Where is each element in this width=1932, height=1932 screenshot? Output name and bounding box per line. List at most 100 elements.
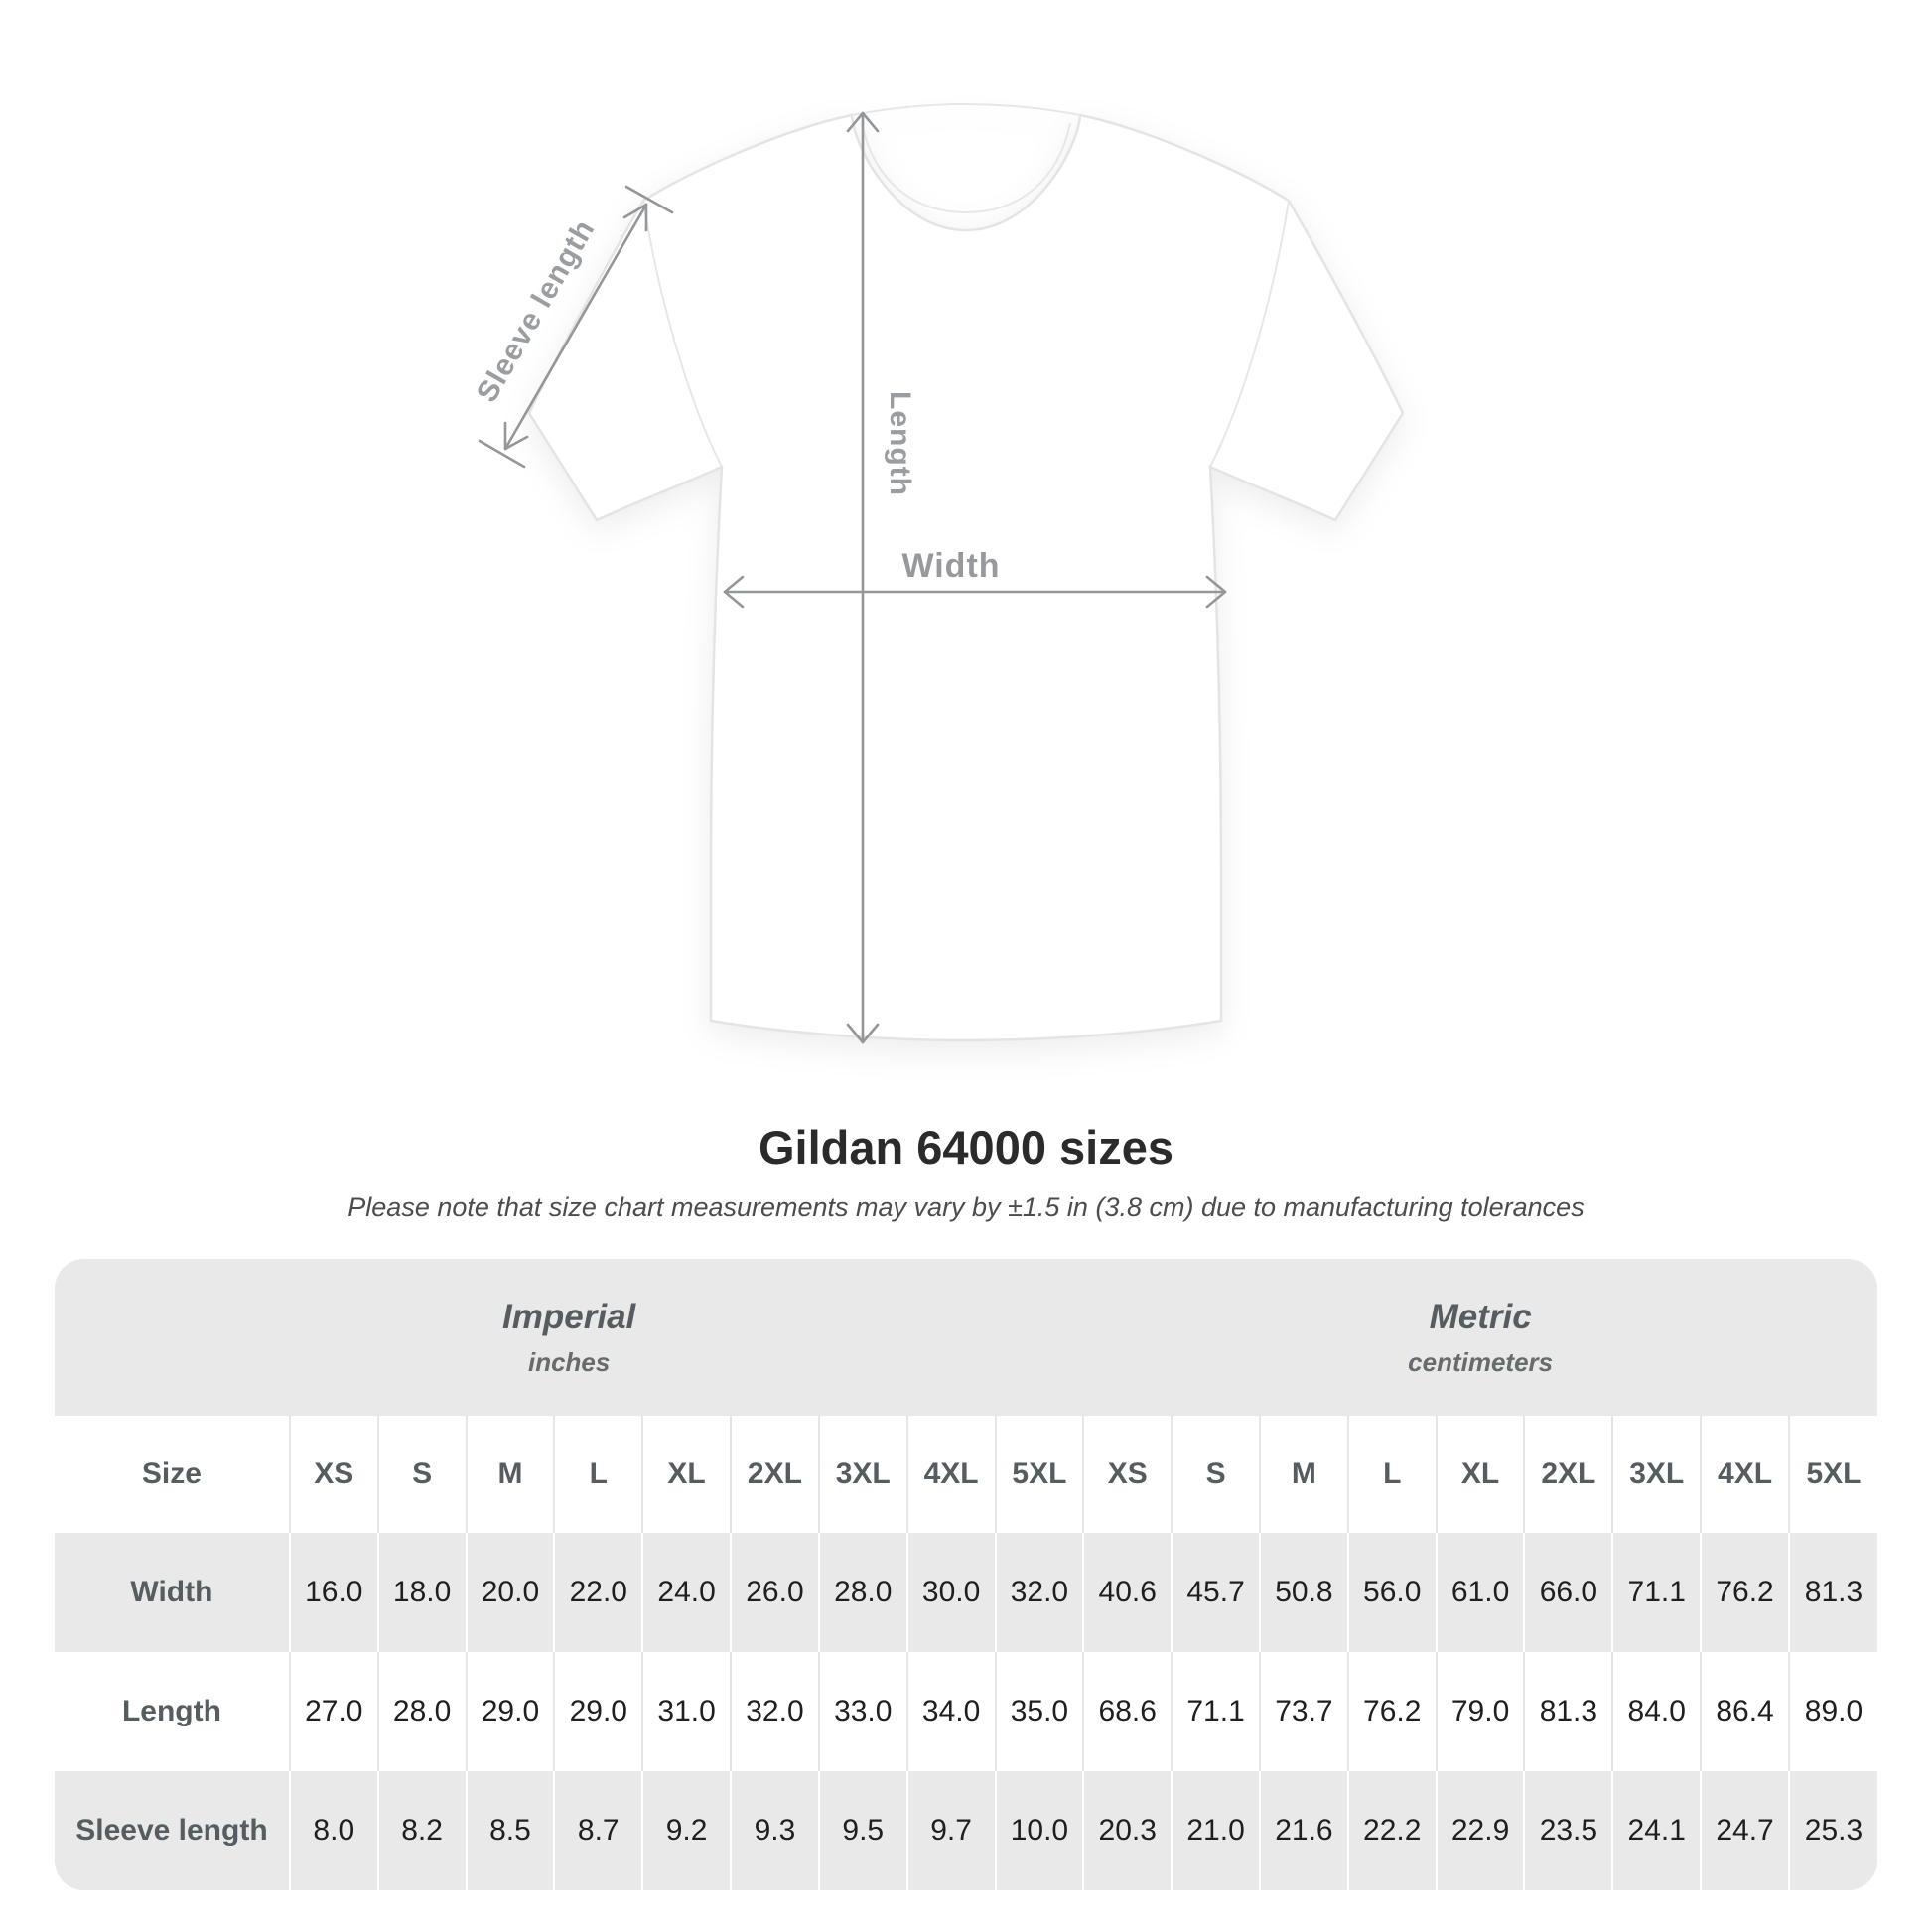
size-col-header: 5XL	[994, 1416, 1084, 1533]
value-cell: 31.0	[641, 1652, 732, 1771]
value-cell: 71.1	[1611, 1533, 1702, 1652]
tshirt-measurement-figure: Length Width Sleeve length	[471, 103, 1405, 1044]
length-row: Length 27.0 28.0 29.0 29.0 31.0 32.0 33.…	[55, 1652, 1877, 1771]
left-sleeve-seam	[642, 200, 723, 468]
value-cell: 9.5	[817, 1771, 907, 1890]
value-cell: 27.0	[288, 1652, 378, 1771]
value-cell: 30.0	[905, 1533, 996, 1652]
value-cell: 9.2	[641, 1771, 732, 1890]
size-col-header: 2XL	[1523, 1416, 1613, 1533]
size-col-header: M	[465, 1416, 555, 1533]
value-cell: 24.0	[641, 1533, 732, 1652]
value-cell: 68.6	[1082, 1652, 1173, 1771]
size-col-header: 2XL	[730, 1416, 819, 1533]
size-col-header: S	[376, 1416, 467, 1533]
value-cell: 22.0	[553, 1533, 643, 1652]
size-col-header: S	[1171, 1416, 1260, 1533]
value-cell: 20.0	[465, 1533, 555, 1652]
value-cell: 76.2	[1700, 1533, 1789, 1652]
tshirt-diagram: Length Width Sleeve length	[471, 103, 1405, 1044]
sleeve-dimension-arrow	[478, 185, 674, 469]
value-cell: 29.0	[465, 1652, 555, 1771]
value-cell: 79.0	[1435, 1652, 1525, 1771]
value-cell: 33.0	[817, 1652, 907, 1771]
value-cell: 8.7	[553, 1771, 643, 1890]
metric-title: Metric	[1429, 1297, 1532, 1336]
tshirt-body	[527, 113, 1405, 1042]
value-cell: 35.0	[994, 1652, 1084, 1771]
size-table: Imperial inches Metric centimeters Size …	[55, 1259, 1877, 1890]
value-cell: 40.6	[1082, 1533, 1173, 1652]
value-cell: 29.0	[553, 1652, 643, 1771]
size-col-header: XS	[1082, 1416, 1173, 1533]
row-label: Length	[121, 1695, 221, 1727]
value-cell: 10.0	[994, 1771, 1084, 1890]
value-cell: 81.3	[1787, 1533, 1877, 1652]
width-row: Width 16.0 18.0 20.0 22.0 24.0 26.0 28.0…	[55, 1533, 1877, 1652]
unit-header-row: Imperial inches Metric centimeters	[55, 1259, 1877, 1416]
value-cell: 25.3	[1787, 1771, 1877, 1890]
value-cell: 32.0	[730, 1652, 819, 1771]
size-col-header: 4XL	[1700, 1416, 1789, 1533]
size-col-header: 4XL	[905, 1416, 996, 1533]
imperial-unit: inches	[527, 1346, 611, 1377]
value-cell: 21.0	[1171, 1771, 1260, 1890]
value-cell: 45.7	[1171, 1533, 1260, 1652]
metric-unit: centimeters	[1408, 1346, 1554, 1377]
size-col-header: 3XL	[1611, 1416, 1702, 1533]
value-cell: 32.0	[994, 1533, 1084, 1652]
value-cell: 23.5	[1523, 1771, 1613, 1890]
value-cell: 73.7	[1258, 1652, 1348, 1771]
value-cell: 24.7	[1700, 1771, 1789, 1890]
value-cell: 71.1	[1171, 1652, 1260, 1771]
tolerance-note: Please note that size chart measurements…	[347, 1192, 1585, 1222]
length-dimension-arrow	[846, 111, 880, 1044]
value-cell: 22.2	[1346, 1771, 1437, 1890]
value-cell: 22.9	[1435, 1771, 1525, 1890]
value-cell: 9.3	[730, 1771, 819, 1890]
value-cell: 18.0	[376, 1533, 467, 1652]
value-cell: 28.0	[376, 1652, 467, 1771]
size-col-header: XL	[641, 1416, 732, 1533]
imperial-title: Imperial	[502, 1297, 636, 1336]
row-label: Width	[130, 1576, 213, 1608]
sleeve-length-row: Sleeve length 8.0 8.2 8.5 8.7 9.2 9.3 9.…	[55, 1771, 1877, 1890]
value-cell: 8.0	[288, 1771, 378, 1890]
size-corner-header: Size	[141, 1457, 202, 1490]
collar-back	[851, 103, 1081, 116]
value-cell: 61.0	[1435, 1533, 1525, 1652]
right-sleeve-seam	[1209, 200, 1290, 468]
value-cell: 9.7	[905, 1771, 996, 1890]
value-cell: 50.8	[1258, 1533, 1348, 1652]
value-cell: 86.4	[1700, 1652, 1789, 1771]
value-cell: 24.1	[1611, 1771, 1702, 1890]
width-dimension-arrow	[723, 575, 1227, 609]
value-cell: 56.0	[1346, 1533, 1437, 1652]
size-col-header: 5XL	[1787, 1416, 1877, 1533]
size-col-header: L	[553, 1416, 643, 1533]
value-cell: 20.3	[1082, 1771, 1173, 1890]
collar-stitch	[861, 122, 1071, 214]
value-cell: 21.6	[1258, 1771, 1348, 1890]
size-col-header: XS	[288, 1416, 378, 1533]
metric-header-cell: Metric centimeters	[1083, 1259, 1877, 1416]
value-cell: 34.0	[905, 1652, 996, 1771]
size-col-header: XL	[1435, 1416, 1525, 1533]
size-header-row: Size XS S M L XL 2XL 3XL 4XL 5XL XS S M …	[55, 1416, 1877, 1533]
value-cell: 84.0	[1611, 1652, 1702, 1771]
row-label: Sleeve length	[75, 1814, 268, 1847]
value-cell: 89.0	[1787, 1652, 1877, 1771]
value-cell: 8.5	[465, 1771, 555, 1890]
value-cell: 81.3	[1523, 1652, 1613, 1771]
value-cell: 66.0	[1523, 1533, 1613, 1652]
size-col-header: 3XL	[817, 1416, 907, 1533]
length-label: Length	[884, 391, 916, 496]
page-title: Gildan 64000 sizes	[758, 1121, 1174, 1173]
tshirt-illustration	[527, 103, 1405, 1042]
size-table-container: Imperial inches Metric centimeters Size …	[55, 1259, 1877, 1890]
imperial-header-cell: Imperial inches	[55, 1259, 1083, 1416]
value-cell: 8.2	[376, 1771, 467, 1890]
value-cell: 76.2	[1346, 1652, 1437, 1771]
value-cell: 28.0	[817, 1533, 907, 1652]
